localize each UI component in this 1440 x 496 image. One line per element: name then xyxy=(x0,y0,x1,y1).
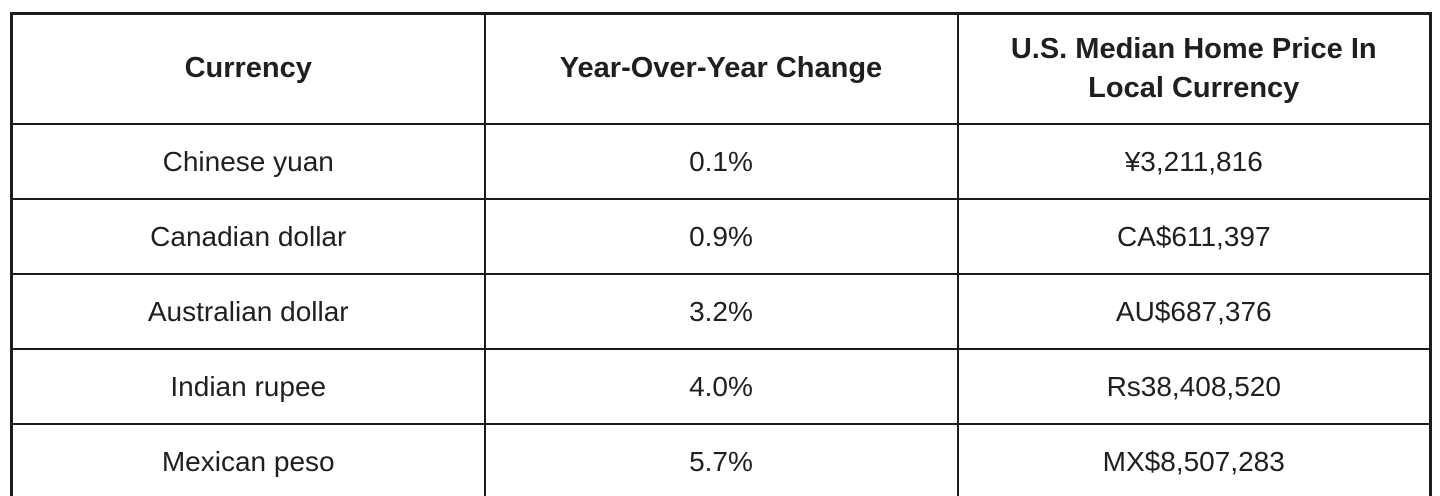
cell-yoy-change: 3.2% xyxy=(483,273,959,350)
column-header-currency: Currency xyxy=(10,12,486,125)
cell-median-home-price: CA$611,397 xyxy=(956,198,1432,275)
cell-currency: Australian dollar xyxy=(10,273,486,350)
cell-currency: Chinese yuan xyxy=(10,123,486,200)
table-row: Indian rupee 4.0% Rs38,408,520 xyxy=(10,348,1432,425)
cell-currency: Indian rupee xyxy=(10,348,486,425)
table-row: Canadian dollar 0.9% CA$611,397 xyxy=(10,198,1432,275)
cell-yoy-change: 5.7% xyxy=(483,423,959,496)
table-row: Chinese yuan 0.1% ¥3,211,816 xyxy=(10,123,1432,200)
cell-currency: Mexican peso xyxy=(10,423,486,496)
cell-median-home-price: Rs38,408,520 xyxy=(956,348,1432,425)
column-header-median-home-price: U.S. Median Home Price In Local Currency xyxy=(956,12,1432,125)
table-header: Currency Year-Over-Year Change U.S. Medi… xyxy=(10,12,1432,125)
cell-yoy-change: 4.0% xyxy=(483,348,959,425)
cell-yoy-change: 0.1% xyxy=(483,123,959,200)
cell-median-home-price: ¥3,211,816 xyxy=(956,123,1432,200)
cell-currency: Canadian dollar xyxy=(10,198,486,275)
currency-table: Currency Year-Over-Year Change U.S. Medi… xyxy=(10,12,1432,496)
table-row: Mexican peso 5.7% MX$8,507,283 xyxy=(10,423,1432,496)
column-header-currency-label: Currency xyxy=(184,52,312,85)
table-body: Chinese yuan 0.1% ¥3,211,816 Canadian do… xyxy=(10,123,1432,496)
cell-yoy-change: 0.9% xyxy=(483,198,959,275)
column-header-yoy-change: Year-Over-Year Change xyxy=(483,12,959,125)
cell-median-home-price: AU$687,376 xyxy=(956,273,1432,350)
column-header-yoy-change-label: Year-Over-Year Change xyxy=(559,52,883,85)
cell-median-home-price: MX$8,507,283 xyxy=(956,423,1432,496)
header-row: Currency Year-Over-Year Change U.S. Medi… xyxy=(10,12,1432,125)
column-header-median-home-price-label: U.S. Median Home Price In Local Currency xyxy=(1010,32,1377,104)
table-row: Australian dollar 3.2% AU$687,376 xyxy=(10,273,1432,350)
